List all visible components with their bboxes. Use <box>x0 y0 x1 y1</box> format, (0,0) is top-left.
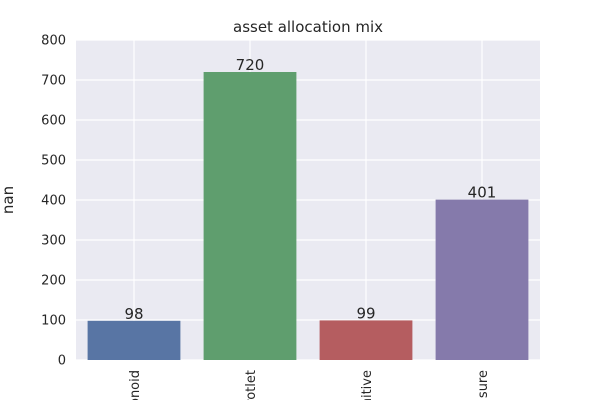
y-tick-label: 700 <box>41 74 66 89</box>
data-label: 401 <box>468 184 497 202</box>
y-tick-label: 500 <box>41 154 66 169</box>
y-axis-label: nan <box>0 186 17 214</box>
y-ticks: 0 100 200 300 400 500 600 700 800 <box>41 34 66 369</box>
bars <box>87 72 529 360</box>
bar-rotlet <box>203 72 297 360</box>
x-ticks: onoid rotlet nitive sure <box>128 370 491 400</box>
data-label: 99 <box>356 304 375 322</box>
data-label: 720 <box>236 56 265 74</box>
x-tick-label: sure <box>476 370 491 398</box>
x-tick-label: nitive <box>360 370 375 400</box>
data-label: 98 <box>124 305 143 323</box>
y-tick-label: 400 <box>41 194 66 209</box>
bar-onoid <box>87 320 181 360</box>
y-tick-label: 200 <box>41 274 66 289</box>
x-tick-label: onoid <box>128 370 143 400</box>
y-tick-label: 100 <box>41 314 66 329</box>
bar-nitive <box>319 320 413 360</box>
chart-title: asset allocation mix <box>233 18 383 36</box>
y-tick-label: 0 <box>58 354 66 369</box>
y-tick-label: 800 <box>41 34 66 49</box>
x-tick-label: rotlet <box>244 370 259 400</box>
y-tick-label: 600 <box>41 114 66 129</box>
y-tick-label: 300 <box>41 234 66 249</box>
bar-sure <box>435 199 529 360</box>
data-labels: 98 720 99 401 <box>124 56 496 323</box>
